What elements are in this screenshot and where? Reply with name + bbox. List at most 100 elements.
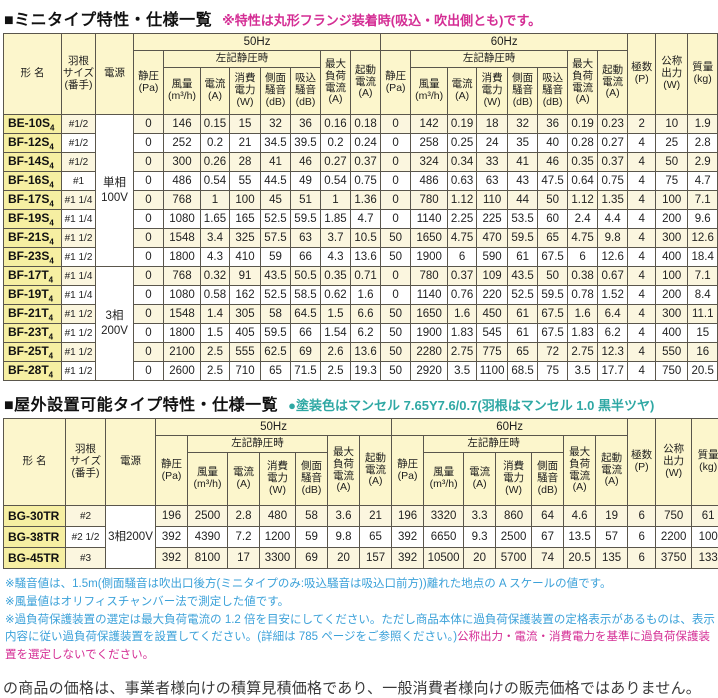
spec-value-cell: 63 (477, 172, 508, 191)
outdoor-title-text: ■屋外設置可能タイプ特性・仕様一覧 (4, 391, 278, 415)
spec-value-cell: 20 (464, 548, 496, 569)
header-starting-50: 起動 電流 (A) (360, 436, 392, 506)
spec-value-cell: 1.65 (201, 210, 230, 229)
spec-value-cell: 1080 (164, 286, 201, 305)
model-subscript: 4 (49, 161, 53, 170)
model-subscript: 4 (49, 370, 53, 379)
header-static-pressure-60: 静圧 (Pa) (392, 436, 424, 506)
spec-value-cell: 0.16 (321, 115, 351, 134)
blade-size-cell: #1 (62, 172, 96, 191)
spec-value-cell: 2.6 (321, 343, 351, 362)
spec-value-cell: 0.32 (201, 267, 230, 286)
spec-value-cell: 0.18 (351, 115, 381, 134)
spec-value-cell: 4.6 (564, 506, 596, 527)
spec-value-cell: 61 (508, 305, 538, 324)
spec-value-cell: 768 (164, 191, 201, 210)
spec-value-cell: 65 (261, 362, 291, 381)
spec-value-cell: 0.35 (568, 153, 598, 172)
spec-value-cell: 550 (656, 343, 688, 362)
blade-size-cell: #1 1/2 (62, 343, 96, 362)
power-source-cell: 3相200V (106, 506, 156, 569)
footnotes: ※騒音値は、1.5m(側面騒音は吹出口後方(ミニタイプのみ:吸込騒音は吸込口前方… (5, 576, 715, 665)
header-power: 電源 (96, 34, 134, 115)
spec-value-cell: 2200 (656, 527, 692, 548)
spec-value-cell: 0 (381, 267, 411, 286)
spec-value-cell: 60 (538, 210, 568, 229)
header-60hz: 60Hz (381, 34, 628, 51)
header-static-pressure-60: 静圧 (Pa) (381, 51, 411, 115)
spec-value-cell: 3.3 (464, 506, 496, 527)
spec-value-cell: 3300 (260, 548, 296, 569)
spec-value-cell: 196 (392, 506, 424, 527)
spec-value-cell: 0.38 (568, 267, 598, 286)
spec-value-cell: 75 (538, 362, 568, 381)
spec-value-cell: 67 (532, 527, 564, 548)
model-name: BF-23S4 (4, 248, 62, 267)
spec-value-cell: 50 (538, 267, 568, 286)
spec-value-cell: 110 (477, 191, 508, 210)
spec-value-cell: 58 (261, 305, 291, 324)
spec-value-cell: 9.8 (328, 527, 360, 548)
spec-value-cell: 133 (692, 548, 718, 569)
spec-value-cell: 392 (156, 548, 188, 569)
spec-value-cell: 6 (628, 548, 656, 569)
header-mass: 質量 (kg) (692, 419, 718, 506)
spec-value-cell: 1900 (411, 248, 448, 267)
spec-value-cell: 57 (596, 527, 628, 548)
spec-value-cell: 35 (508, 134, 538, 153)
spec-value-cell: 6.2 (598, 324, 628, 343)
spec-value-cell: 8.4 (688, 286, 718, 305)
spec-value-cell: 0 (134, 267, 164, 286)
header-suction-noise-60: 吸込 騒音 (dB) (538, 68, 568, 115)
spec-value-cell: 36 (538, 115, 568, 134)
spec-value-cell: 50 (381, 305, 411, 324)
spec-value-cell: 750 (656, 506, 692, 527)
spec-value-cell: 4 (628, 362, 656, 381)
spec-value-cell: 6.6 (351, 305, 381, 324)
spec-value-cell: 45 (261, 191, 291, 210)
spec-value-cell: 46 (538, 153, 568, 172)
spec-value-cell: 41 (261, 153, 291, 172)
spec-value-cell: 0.28 (568, 134, 598, 153)
spec-value-cell: 3.6 (328, 506, 360, 527)
spec-value-cell: 135 (596, 548, 628, 569)
spec-value-cell: 1.85 (321, 210, 351, 229)
spec-value-cell: 2.8 (228, 506, 260, 527)
spec-value-cell: 400 (656, 248, 688, 267)
header-airflow-60: 風量 (m³/h) (411, 68, 448, 115)
blade-size-cell: #1/2 (62, 115, 96, 134)
spec-value-cell: 710 (230, 362, 261, 381)
header-at-static-60: 左記静圧時 (424, 436, 564, 453)
spec-value-cell: 59.5 (291, 210, 321, 229)
header-max-load-60: 最大 負荷 電流 (A) (564, 436, 596, 506)
spec-value-cell: 0 (381, 191, 411, 210)
spec-value-cell: 157 (360, 548, 392, 569)
model-subscript: 4 (49, 256, 53, 265)
model-subscript: 4 (49, 237, 53, 246)
spec-value-cell: 0.25 (448, 134, 477, 153)
spec-value-cell: 13.6 (351, 248, 381, 267)
spec-value-cell: 1140 (411, 210, 448, 229)
header-suction-noise-50: 吸込 騒音 (dB) (291, 68, 321, 115)
blade-size-cell: #1 1/4 (62, 267, 96, 286)
header-power-w-60: 消費 電力 (W) (496, 453, 532, 506)
model-name: BF-17T4 (4, 267, 62, 286)
spec-value-cell: 12.6 (598, 248, 628, 267)
model-name: BF-17S4 (4, 191, 62, 210)
blade-size-cell: #1 1/2 (62, 324, 96, 343)
spec-value-cell: 0.54 (321, 172, 351, 191)
header-50hz: 50Hz (134, 34, 381, 51)
spec-value-cell: 28 (230, 153, 261, 172)
spec-value-cell: 780 (411, 267, 448, 286)
spec-value-cell: 61 (692, 506, 718, 527)
spec-value-cell: 100 (230, 191, 261, 210)
spec-value-cell: 43.5 (508, 267, 538, 286)
spec-value-cell: 252 (164, 134, 201, 153)
spec-value-cell: 15 (230, 115, 261, 134)
spec-value-cell: 59 (296, 527, 328, 548)
spec-value-cell: 4 (628, 324, 656, 343)
spec-value-cell: 780 (411, 191, 448, 210)
spec-value-cell: 36 (291, 115, 321, 134)
